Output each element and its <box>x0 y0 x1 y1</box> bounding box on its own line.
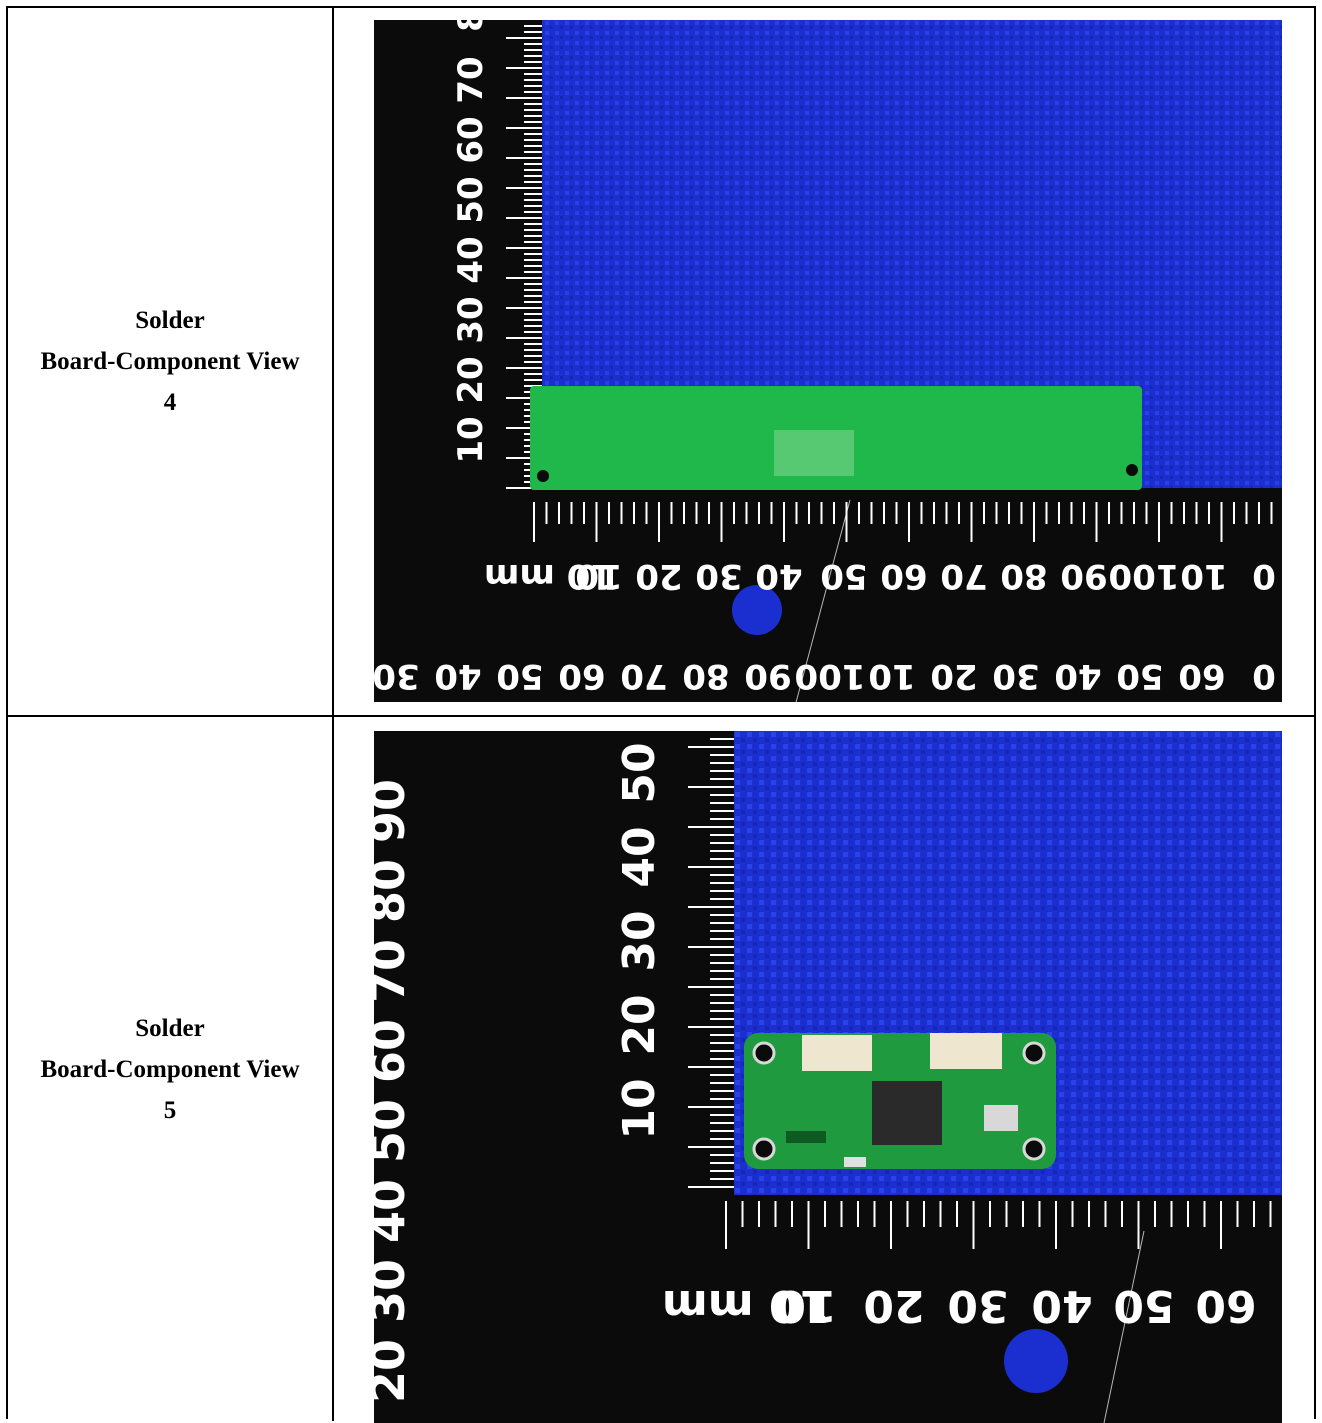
ruler-label: 50 <box>614 742 665 803</box>
view-number: 4 <box>163 389 177 416</box>
photo-cell: 10 20 30 40 50 60 70 8 10 mm 10 20 30 40 50 60 70 80 90 1… <box>334 8 1314 715</box>
table-row: Solder Board-Component View 5 <box>8 717 1314 1423</box>
ruler-label: 40 <box>434 656 481 696</box>
ruler-label: 20 <box>930 656 977 696</box>
pcb-measurement-photo: 10 20 30 40 50 20 30 40 50 60 70 80 90 10 mm 10 20 30 4… <box>374 731 1282 1423</box>
table-row: Solder Board-Component View 4 <box>8 8 1314 717</box>
ruler-label: 20 <box>614 994 665 1055</box>
ruler-label: 70 <box>374 939 415 1003</box>
ruler-label: 60 <box>1178 656 1225 696</box>
ruler-label: 90 <box>744 656 791 696</box>
ruler-label: 10 <box>451 416 491 463</box>
ruler-label: 10 <box>575 556 622 596</box>
ruler-label: 40 <box>451 236 491 283</box>
ruler-label: 40 <box>1054 656 1101 696</box>
ruler-label: 50 <box>496 656 543 696</box>
view-label: Solder Board-Component View 5 <box>40 1008 299 1131</box>
ruler-label: 10 mm <box>662 1280 830 1331</box>
ruler-label: 30 <box>947 1280 1008 1331</box>
ruler-label: 40 <box>755 556 802 596</box>
ruler-label: 30 <box>451 296 491 343</box>
ruler-label: 100 <box>795 656 866 696</box>
pcb-measurement-photo: 10 20 30 40 50 60 70 8 10 mm 10 20 30 40 50 60 70 80 90 1… <box>374 20 1282 702</box>
ruler-label: 60 <box>558 656 605 696</box>
ruler-label: 90 <box>1060 556 1107 596</box>
ruler-label: 10 <box>1180 556 1227 596</box>
ruler-label: 20 <box>635 556 682 596</box>
ruler-label: 90 <box>374 779 415 843</box>
ruler-label: 60 <box>451 116 491 163</box>
ruler-label: 20 <box>451 356 491 403</box>
view-label: Solder Board-Component View 4 <box>40 300 299 423</box>
ruler-label: 80 <box>1000 556 1047 596</box>
ruler-label: 70 <box>940 556 987 596</box>
ruler-label: 50 <box>1113 1280 1174 1331</box>
ruler-label: 80 <box>682 656 729 696</box>
ruler-label: 50 <box>820 556 867 596</box>
ruler-label: 10 mm <box>484 556 614 596</box>
ruler-label: 8 <box>451 20 491 32</box>
view-subtitle: Board-Component View <box>40 1055 300 1083</box>
ruler-label: 30 <box>992 656 1039 696</box>
label-cell: Solder Board-Component View 5 <box>8 717 334 1421</box>
view-subtitle: Board-Component View <box>40 348 300 375</box>
ruler-label: 30 <box>374 656 420 696</box>
ruler-label: 80 <box>374 859 415 923</box>
ruler-label: 0 <box>1252 556 1276 596</box>
ruler-label: 70 <box>451 56 491 103</box>
ruler-label: 20 <box>374 1339 415 1403</box>
ruler-label: 30 <box>614 910 665 971</box>
ruler-label: 20 <box>863 1280 924 1331</box>
ruler-label: 10 <box>614 1078 665 1139</box>
ruler-label: 10 <box>775 1280 836 1331</box>
ruler-label: 60 <box>1195 1280 1256 1331</box>
label-cell: Solder Board-Component View 4 <box>8 8 334 715</box>
ruler-label: 60 <box>880 556 927 596</box>
ruler-label: 40 <box>1031 1280 1092 1331</box>
component-view-table: Solder Board-Component View 4 <box>6 6 1316 1423</box>
ruler-label: 70 <box>620 656 667 696</box>
photo-cell: 10 20 30 40 50 20 30 40 50 60 70 80 90 10 mm 10 20 30 4… <box>334 717 1314 1423</box>
view-title: Solder <box>135 307 205 334</box>
ruler-label: 50 <box>374 1099 415 1163</box>
ruler-label: 30 <box>374 1259 415 1323</box>
ruler-label: 40 <box>374 1179 415 1243</box>
ruler-label: 40 <box>614 826 665 887</box>
ruler-label: 30 <box>695 556 742 596</box>
ruler-label: 50 <box>1116 656 1163 696</box>
ruler-label: 60 <box>374 1019 415 1083</box>
ruler-label: 0 <box>1252 656 1276 696</box>
ruler-label: 50 <box>451 176 491 223</box>
pcb-module <box>744 1033 1056 1169</box>
view-title: Solder <box>135 1014 205 1042</box>
ruler-label: 100 <box>1109 556 1180 596</box>
ruler-label: 10 <box>868 656 915 696</box>
view-number: 5 <box>163 1096 177 1124</box>
